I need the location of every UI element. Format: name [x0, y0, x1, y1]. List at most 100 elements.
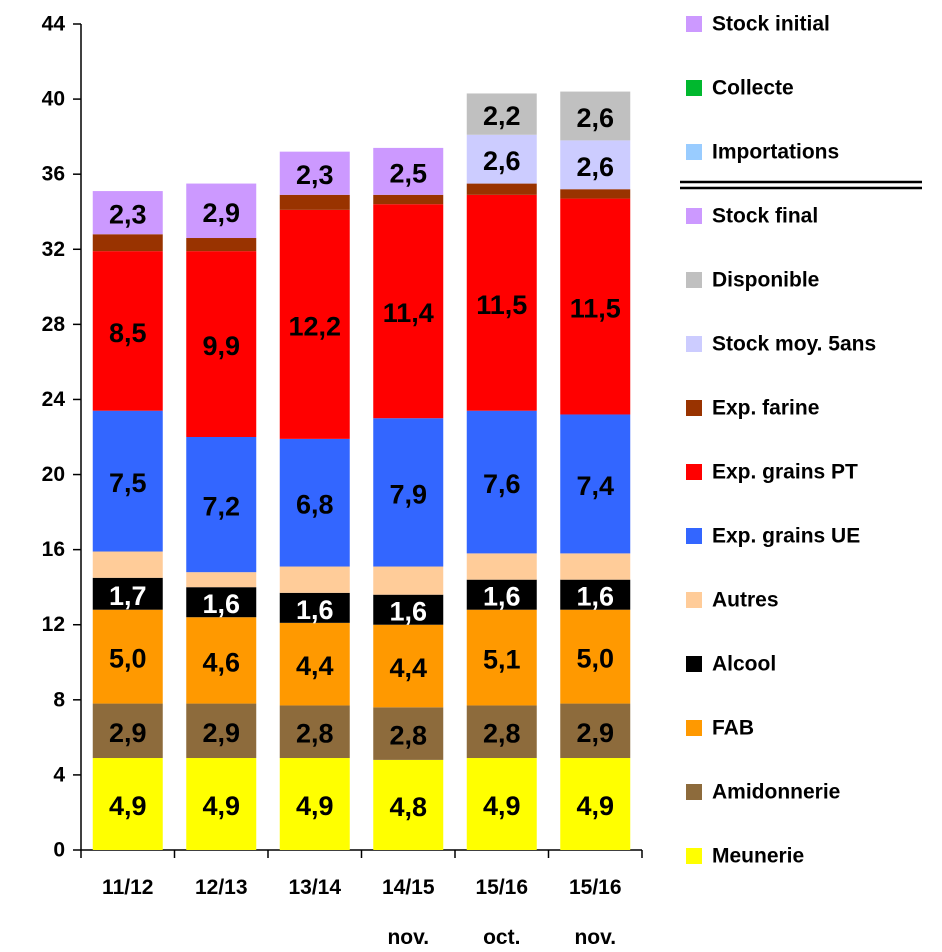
data-label: 4,8 [389, 792, 427, 822]
bar-segment [560, 91, 631, 141]
bar-segment [560, 579, 631, 610]
bar-segment [466, 183, 537, 195]
x-tick-label: 12/13 [194, 876, 248, 899]
data-label: 1,6 [576, 582, 614, 612]
bar-segment [92, 609, 163, 704]
x-tick-label: 15/16 nov. [568, 876, 622, 949]
bar-segment [92, 251, 163, 411]
legend-swatch [686, 656, 702, 672]
legend-swatch [686, 16, 702, 32]
bar-segment [279, 622, 350, 706]
y-tick-label: 40 [42, 88, 65, 111]
legend-swatch [686, 80, 702, 96]
data-label: 2,3 [109, 200, 147, 230]
bar-segment [373, 707, 444, 760]
data-label: 5,0 [576, 644, 614, 674]
bar-segment [92, 758, 163, 850]
bar-segment [186, 183, 257, 239]
data-label: 2,8 [483, 719, 521, 749]
data-label: 1,6 [296, 595, 334, 625]
legend-label: Exp. grains PT [712, 461, 858, 484]
data-label: 4,4 [389, 653, 427, 683]
data-label: 2,2 [483, 101, 521, 131]
y-tick-label: 36 [42, 163, 65, 186]
data-label: 11,5 [476, 290, 527, 320]
bar-segment [373, 194, 444, 205]
bar-segment [92, 577, 163, 610]
data-label: 2,6 [576, 103, 614, 133]
bar-segment [279, 151, 350, 195]
bar-segment [466, 134, 537, 184]
bar-segment [92, 191, 163, 235]
legend-label: Stock initial [712, 13, 830, 36]
y-tick-label: 8 [53, 688, 65, 711]
bar-segment [373, 566, 444, 595]
y-tick-label: 16 [42, 538, 65, 561]
data-label: 7,5 [109, 468, 147, 498]
bar-segment [279, 705, 350, 759]
x-tick-label: 14/15 nov. [381, 876, 435, 949]
data-label: 1,6 [202, 589, 240, 619]
data-label: 2,9 [576, 718, 614, 748]
y-tick-label: 32 [42, 238, 65, 261]
bar-segment [560, 553, 631, 580]
bar-segment [560, 609, 631, 704]
data-label: 5,1 [483, 645, 521, 675]
data-label: 1,6 [483, 582, 521, 612]
data-label: 9,9 [202, 331, 240, 361]
legend-label: Exp. farine [712, 397, 819, 420]
bar-segment [373, 147, 444, 195]
bar-segment [279, 438, 350, 567]
data-label: 7,6 [483, 469, 521, 499]
bar-segment [186, 703, 257, 759]
bar-segment [560, 758, 631, 850]
bar-segment [279, 194, 350, 210]
data-label: 2,9 [202, 198, 240, 228]
bar-segment [186, 758, 257, 850]
bar-segment [186, 251, 257, 437]
bar-segment [466, 705, 537, 759]
legend-swatch [686, 144, 702, 160]
bar-segment [186, 238, 257, 252]
data-label: 2,5 [389, 158, 427, 188]
data-label: 2,6 [576, 152, 614, 182]
data-label: 5,0 [109, 644, 147, 674]
legend-label: Stock moy. 5ans [712, 333, 876, 356]
data-label: 11,4 [383, 298, 434, 328]
x-tick-label: 13/14 [288, 876, 342, 899]
bar-segment [186, 572, 257, 588]
bar-segment [466, 579, 537, 610]
bar-segment [279, 592, 350, 623]
legend-swatch [686, 848, 702, 864]
bar-segment [186, 587, 257, 618]
data-label: 1,7 [109, 581, 147, 611]
bar-segment [92, 410, 163, 552]
data-label: 2,8 [389, 721, 427, 751]
data-label: 7,9 [389, 479, 427, 509]
bar-segment [560, 703, 631, 759]
legend-label: Exp. grains UE [712, 525, 860, 548]
bar-segment [92, 234, 163, 252]
legend-label: Disponible [712, 269, 819, 292]
data-label: 4,9 [483, 791, 521, 821]
data-label: 1,6 [389, 597, 427, 627]
y-tick-label: 28 [42, 313, 66, 336]
data-label: 7,4 [576, 471, 614, 501]
legend-label: Alcool [712, 653, 776, 676]
data-label: 4,4 [296, 651, 334, 681]
y-tick-label: 0 [53, 839, 65, 862]
legend-label: Importations [712, 141, 839, 164]
bar-segment [560, 414, 631, 554]
bar-segment [373, 418, 444, 567]
bar-segment [466, 553, 537, 580]
bar-segment [279, 566, 350, 593]
data-label: 2,3 [296, 160, 334, 190]
data-label: 2,6 [483, 146, 521, 176]
x-tick-label: 15/16 oct. [475, 876, 529, 949]
bar-segment [92, 703, 163, 759]
legend-swatch [686, 592, 702, 608]
bar-segment [373, 624, 444, 708]
legend-swatch [686, 272, 702, 288]
legend-label: FAB [712, 717, 754, 740]
